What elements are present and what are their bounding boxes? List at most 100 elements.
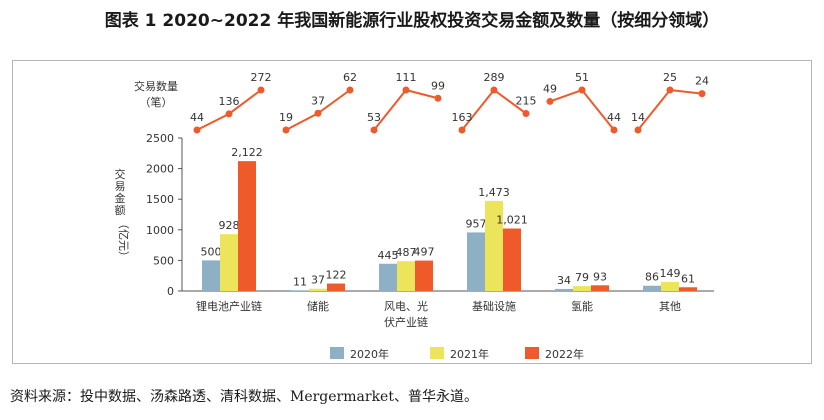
count-point — [193, 126, 201, 134]
count-point — [370, 126, 378, 134]
legend-label-0: 2020年 — [350, 347, 389, 361]
bar-value-label: 122 — [326, 269, 347, 282]
count-value-label: 44 — [607, 111, 621, 124]
count-point — [522, 109, 530, 117]
bar-value-label: 445 — [378, 249, 399, 262]
bar-value-label: 500 — [201, 245, 222, 258]
count-value-label: 37 — [311, 94, 325, 107]
bar-2-3 — [503, 228, 521, 291]
bar-value-label: 957 — [466, 217, 487, 230]
count-value-label: 163 — [452, 111, 473, 124]
count-point — [458, 126, 466, 134]
count-point — [314, 109, 322, 117]
bar-0-5 — [643, 285, 661, 291]
bar-0-0 — [202, 260, 220, 291]
x-category-label: 储能 — [307, 299, 329, 313]
y-tick-label: 2500 — [146, 132, 174, 145]
count-point — [257, 86, 265, 94]
y-tick-label: 500 — [153, 254, 174, 267]
source-note: 资料来源：投中数据、汤森路透、清科数据、Mergermarket、普华永道。 — [10, 389, 478, 405]
count-value-label: 14 — [631, 111, 645, 124]
chart-frame — [12, 60, 812, 364]
x-category-label: 伏产业链 — [384, 315, 428, 329]
count-point — [490, 86, 498, 94]
chart-title: 图表 1 2020~2022 年我国新能源行业股权投资交易金额及数量（按细分领域… — [104, 11, 720, 31]
bar-2-2 — [415, 260, 433, 291]
count-axis-label: 交易数量 — [134, 79, 178, 93]
x-category-label: 其他 — [659, 300, 681, 313]
bar-value-label: 487 — [396, 246, 417, 259]
bar-1-2 — [397, 261, 415, 291]
count-point — [698, 90, 706, 98]
count-axis-unit: （笔） — [140, 95, 173, 109]
count-point — [546, 97, 554, 105]
bar-value-label: 1,021 — [496, 214, 528, 227]
count-value-label: 24 — [695, 75, 709, 88]
x-category-label: 氢能 — [571, 299, 593, 313]
count-value-label: 215 — [516, 94, 537, 107]
count-line-5 — [637, 88, 703, 131]
y-tick-label: 1500 — [146, 193, 174, 206]
count-value-label: 25 — [663, 71, 677, 84]
count-value-label: 62 — [343, 71, 357, 84]
y-tick-label: 1000 — [146, 224, 174, 237]
x-category-label: 基础设施 — [472, 300, 516, 313]
bar-value-label: 61 — [681, 272, 695, 285]
count-value-label: 99 — [431, 79, 445, 92]
count-line-2 — [373, 88, 439, 131]
bar-0-1 — [291, 290, 309, 291]
count-point — [634, 126, 642, 134]
bar-value-label: 928 — [219, 219, 240, 232]
bar-0-2 — [379, 263, 397, 291]
y-tick-label: 0 — [167, 285, 174, 298]
count-value-label: 111 — [396, 71, 417, 84]
bar-value-label: 2,122 — [231, 146, 263, 159]
legend-swatch-0 — [330, 347, 344, 359]
bar-1-1 — [309, 288, 327, 291]
y-tick-label: 2000 — [146, 163, 174, 176]
count-value-label: 49 — [543, 82, 557, 95]
count-line-4 — [549, 88, 615, 131]
bar-value-label: 1,473 — [478, 186, 510, 199]
count-point — [225, 110, 233, 118]
count-point — [578, 86, 586, 94]
bar-2-1 — [327, 283, 345, 291]
legend-label-2: 2022年 — [545, 347, 584, 361]
count-point — [434, 94, 442, 102]
count-point — [666, 86, 674, 94]
count-point — [282, 126, 290, 134]
bar-2-4 — [591, 285, 609, 291]
count-value-label: 19 — [279, 111, 293, 124]
count-point — [346, 86, 354, 94]
bar-1-0 — [220, 234, 238, 291]
x-category-label: 风电、光 — [384, 299, 428, 313]
bar-1-4 — [573, 286, 591, 291]
count-point — [610, 126, 618, 134]
x-category-label: 锂电池产业链 — [196, 299, 262, 313]
bar-2-0 — [238, 161, 256, 291]
bar-value-label: 497 — [414, 246, 435, 259]
count-value-label: 136 — [219, 95, 240, 108]
bar-value-label: 37 — [311, 274, 325, 287]
bar-1-3 — [485, 200, 503, 291]
y-axis-label: 交易金额 — [115, 167, 126, 217]
bar-0-3 — [467, 232, 485, 291]
y-axis-unit: （亿元） — [117, 218, 130, 262]
bar-2-5 — [679, 287, 697, 291]
count-value-label: 53 — [367, 111, 381, 124]
bar-1-5 — [661, 281, 679, 291]
bar-0-4 — [555, 288, 573, 291]
bar-value-label: 34 — [557, 274, 571, 287]
legend-label-1: 2021年 — [450, 347, 489, 361]
legend-swatch-2 — [525, 347, 539, 359]
bar-value-label: 86 — [645, 271, 659, 284]
bar-value-label: 93 — [593, 270, 607, 283]
count-value-label: 44 — [190, 111, 204, 124]
legend-swatch-1 — [430, 347, 444, 359]
bar-value-label: 79 — [575, 271, 589, 284]
count-value-label: 272 — [251, 71, 272, 84]
count-point — [402, 86, 410, 94]
bar-value-label: 149 — [660, 267, 681, 280]
bar-value-label: 11 — [293, 275, 307, 288]
